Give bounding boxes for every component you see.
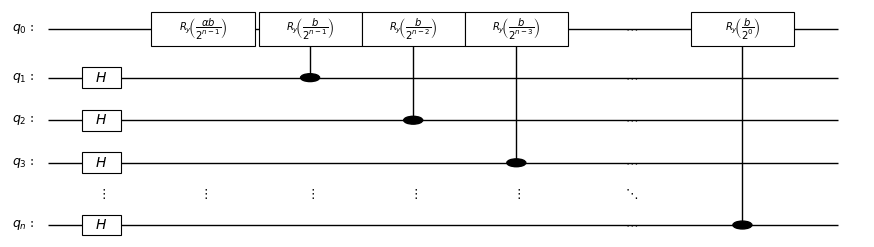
Text: $\cdots$: $\cdots$ xyxy=(625,114,638,127)
Text: $\vdots$: $\vdots$ xyxy=(198,187,207,201)
Text: $R_y\!\left(\dfrac{b}{2^{n-3}}\right)$: $R_y\!\left(\dfrac{b}{2^{n-3}}\right)$ xyxy=(492,16,540,41)
FancyBboxPatch shape xyxy=(362,12,465,45)
FancyBboxPatch shape xyxy=(81,110,121,131)
Text: $H$: $H$ xyxy=(95,71,108,85)
Text: $q_n$ :: $q_n$ : xyxy=(12,218,35,232)
Text: $R_y\!\left(\dfrac{b}{2^{n-2}}\right)$: $R_y\!\left(\dfrac{b}{2^{n-2}}\right)$ xyxy=(389,16,437,41)
Circle shape xyxy=(301,74,320,82)
Text: $R_y\!\left(\dfrac{b}{2^{0}}\right)$: $R_y\!\left(\dfrac{b}{2^{0}}\right)$ xyxy=(725,16,760,41)
Text: $q_0$ :: $q_0$ : xyxy=(12,21,35,36)
Text: $R_y\!\left(\dfrac{b}{2^{n-1}}\right)$: $R_y\!\left(\dfrac{b}{2^{n-1}}\right)$ xyxy=(286,16,334,41)
Text: $H$: $H$ xyxy=(95,156,108,170)
Text: $\vdots$: $\vdots$ xyxy=(409,187,418,201)
Text: $H$: $H$ xyxy=(95,113,108,127)
Text: $\cdots$: $\cdots$ xyxy=(625,71,638,84)
Text: $\vdots$: $\vdots$ xyxy=(97,187,106,201)
Text: $q_2$ :: $q_2$ : xyxy=(12,113,35,127)
Circle shape xyxy=(507,159,526,167)
Text: $\cdots$: $\cdots$ xyxy=(625,156,638,169)
FancyBboxPatch shape xyxy=(151,12,254,45)
Circle shape xyxy=(733,221,752,229)
Text: $q_3$ :: $q_3$ : xyxy=(12,156,35,170)
Text: $R_y\!\left(\dfrac{\alpha b}{2^{n-1}}\right)$: $R_y\!\left(\dfrac{\alpha b}{2^{n-1}}\ri… xyxy=(179,16,227,41)
Text: $H$: $H$ xyxy=(95,218,108,232)
Circle shape xyxy=(404,116,423,124)
FancyBboxPatch shape xyxy=(690,12,794,45)
FancyBboxPatch shape xyxy=(259,12,362,45)
FancyBboxPatch shape xyxy=(81,152,121,173)
Text: $\vdots$: $\vdots$ xyxy=(306,187,315,201)
Text: $\vdots$: $\vdots$ xyxy=(512,187,521,201)
FancyBboxPatch shape xyxy=(81,215,121,235)
Text: $\cdots$: $\cdots$ xyxy=(625,22,638,35)
Text: $\ddots$: $\ddots$ xyxy=(625,187,638,201)
FancyBboxPatch shape xyxy=(81,67,121,88)
Text: $\cdots$: $\cdots$ xyxy=(625,219,638,231)
Text: $q_1$ :: $q_1$ : xyxy=(12,71,35,85)
FancyBboxPatch shape xyxy=(465,12,568,45)
